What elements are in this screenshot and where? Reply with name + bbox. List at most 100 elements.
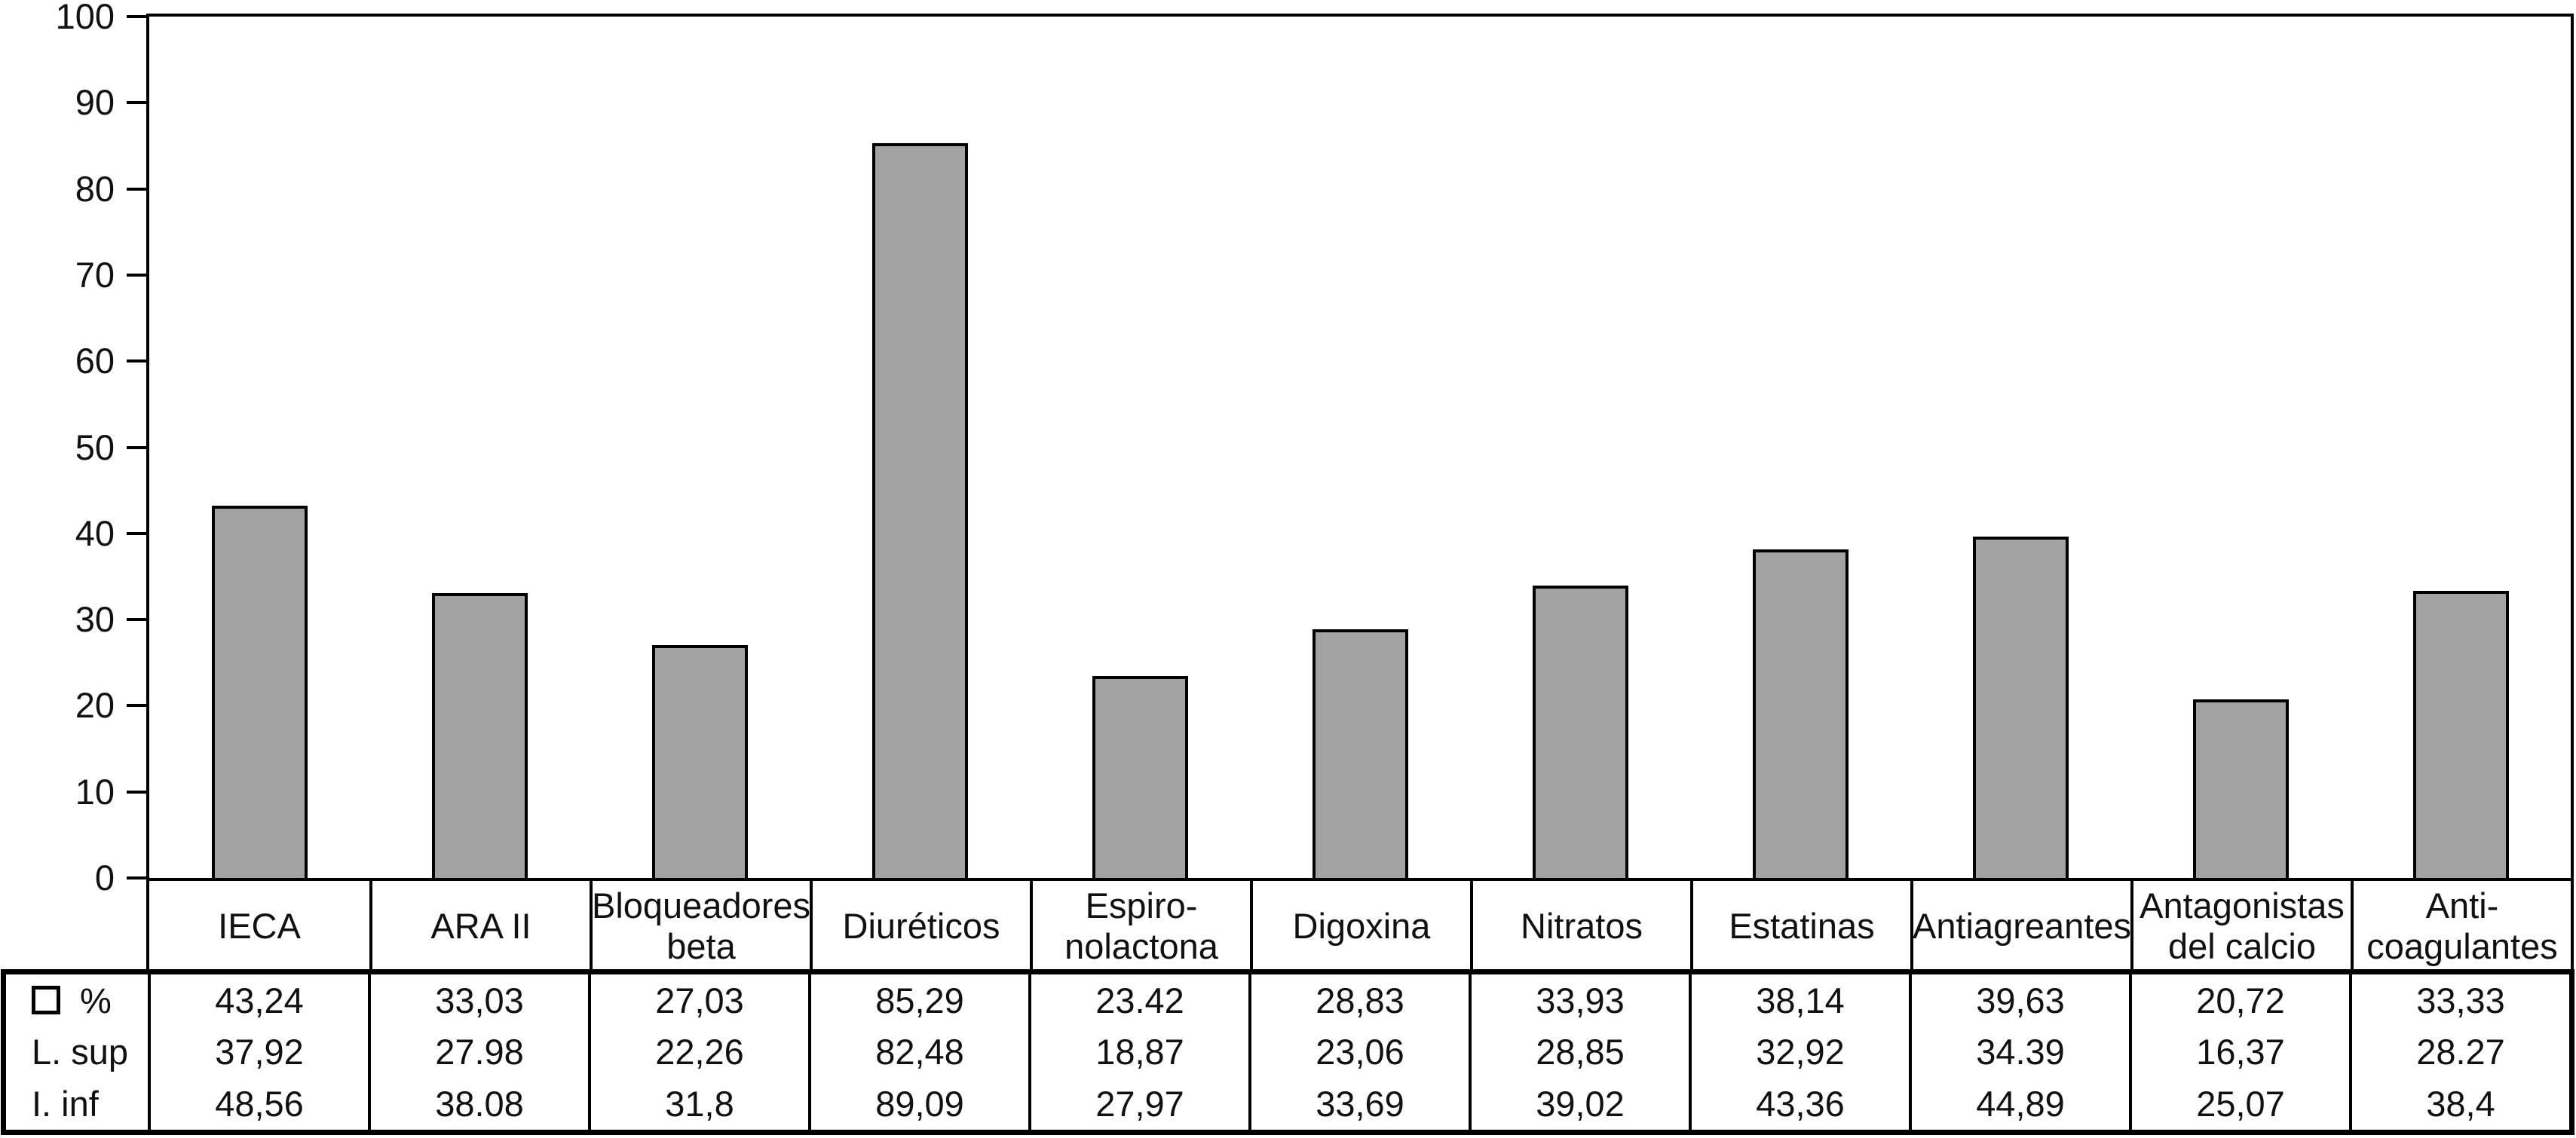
y-axis-tick-label-90: 90 (75, 82, 115, 123)
category-label-line: Nitratos (1521, 905, 1643, 946)
category-label-line: beta (666, 925, 736, 966)
category-label-line: Estatinas (1729, 905, 1875, 946)
value-i-inf-antiagreantes: 44,89 (1909, 1078, 2129, 1130)
value-i-inf-estatinas: 43,36 (1689, 1078, 1909, 1130)
bar-anti-coagulantes (2412, 591, 2509, 878)
value-l-sup-ieca: 37,92 (148, 1026, 368, 1078)
value--antagonistas-del-calcio: 20,72 (2129, 974, 2349, 1026)
category-label-line: Antagonistas (2140, 885, 2345, 925)
row-header-l-sup: L. sup (6, 1026, 148, 1078)
category-label-line: Digoxina (1292, 905, 1431, 946)
value-i-inf-diureticos: 89,09 (808, 1078, 1028, 1130)
category-label-line: Diuréticos (842, 905, 1000, 946)
row-header-label: % (80, 980, 112, 1020)
data-table: % 43,24 33,03 27,03 85,29 23.42 28,83 33,93 38,1… (1, 969, 2574, 1135)
value-l-sup-bloqueadores-beta: 22,26 (588, 1026, 808, 1078)
value--ieca: 43,24 (148, 974, 368, 1026)
value--anti-coagulantes: 33,33 (2349, 974, 2569, 1026)
row-header-: % (6, 974, 148, 1026)
y-axis-tick-label-60: 60 (75, 341, 115, 381)
value-i-inf-anti-coagulantes: 38,4 (2349, 1078, 2569, 1130)
y-axis-tick-80 (127, 187, 146, 191)
value--ara-ii: 33,03 (368, 974, 588, 1026)
bar-ara-ii (431, 593, 528, 878)
y-axis-tick-90 (127, 101, 146, 105)
bar-ieca (211, 505, 308, 878)
category-label-antagonistas-del-calcio: Antagonistas del calcio (2130, 881, 2351, 971)
value--antiagreantes: 39,63 (1909, 974, 2129, 1026)
category-label-line: Antiagreantes (1912, 905, 2130, 946)
value-i-inf-bloqueadores-beta: 31,8 (588, 1078, 808, 1130)
y-axis-tick-label-20: 20 (75, 685, 115, 726)
row-header-label: L. sup (32, 1032, 129, 1072)
value-l-sup-digoxina: 23,06 (1248, 1026, 1469, 1078)
y-axis-tick-label-70: 70 (75, 254, 115, 295)
category-label-line: Anti- (2425, 885, 2499, 925)
bar-estatinas (1752, 549, 1849, 878)
value-i-inf-ieca: 48,56 (148, 1078, 368, 1130)
category-label-line: Bloqueadores (591, 885, 810, 925)
value-l-sup-anti-coagulantes: 28.27 (2349, 1026, 2569, 1078)
category-label-line: IECA (218, 905, 301, 946)
y-axis-tick-60 (127, 359, 146, 363)
category-label-anti-coagulantes: Anti-coagulantes (2351, 881, 2571, 971)
y-axis-tick-label-100: 100 (55, 0, 115, 36)
bar-antiagreantes (1972, 537, 2069, 878)
value-i-inf-digoxina: 33,69 (1248, 1078, 1469, 1130)
bar-antagonistas-del-calcio (2192, 699, 2289, 878)
y-axis-tick-100 (127, 15, 146, 18)
y-axis-tick-label-0: 0 (94, 858, 115, 898)
y-axis-tick-label-50: 50 (75, 427, 115, 467)
bar-nitratos (1532, 586, 1628, 878)
bar-espiro-nolactona (1092, 676, 1188, 878)
value-l-sup-espiro-nolactona: 18,87 (1028, 1026, 1248, 1078)
y-axis-tick-20 (127, 704, 146, 708)
row-header-i-inf: I. inf (6, 1078, 148, 1130)
category-label-ara-ii: ARA II (369, 881, 590, 971)
y-axis-tick-label-30: 30 (75, 599, 115, 640)
value-i-inf-espiro-nolactona: 27,97 (1028, 1078, 1248, 1130)
value-l-sup-estatinas: 32,92 (1689, 1026, 1909, 1078)
y-axis-tick-40 (127, 531, 146, 535)
category-label-bloqueadores-beta: Bloqueadores beta (590, 881, 810, 971)
y-axis-tick-0 (127, 876, 146, 880)
value-i-inf-antagonistas-del-calcio: 25,07 (2129, 1078, 2349, 1130)
value-l-sup-ara-ii: 27.98 (368, 1026, 588, 1078)
value--espiro-nolactona: 23.42 (1028, 974, 1248, 1026)
plot-area: 0 10 20 30 40 50 60 70 80 90 100 (56, 0, 2574, 898)
value--nitratos: 33,93 (1469, 974, 1689, 1026)
value--diureticos: 85,29 (808, 974, 1028, 1026)
category-label-line: nolactona (1064, 925, 1218, 966)
bar-digoxina (1312, 629, 1408, 878)
y-axis-tick-label-80: 80 (75, 168, 115, 209)
y-axis-tick-label-40: 40 (75, 512, 115, 553)
category-label-espiro-nolactona: Espiro-nolactona (1030, 881, 1250, 971)
category-label-diureticos: Diuréticos (810, 881, 1030, 971)
y-axis-tick-label-10: 10 (75, 771, 115, 812)
value-i-inf-ara-ii: 38.08 (368, 1078, 588, 1130)
bar-diureticos (871, 143, 968, 878)
value--bloqueadores-beta: 27,03 (588, 974, 808, 1026)
value-l-sup-antiagreantes: 34.39 (1909, 1026, 2129, 1078)
y-axis-tick-50 (127, 445, 146, 449)
category-label-estatinas: Estatinas (1690, 881, 1910, 971)
category-label-nitratos: Nitratos (1470, 881, 1690, 971)
value-l-sup-antagonistas-del-calcio: 16,37 (2129, 1026, 2349, 1078)
value--digoxina: 28,83 (1248, 974, 1469, 1026)
category-label-line: ARA II (430, 905, 531, 946)
y-axis-tick-10 (127, 790, 146, 794)
category-label-line: coagulantes (2366, 925, 2558, 966)
bar-bloqueadores-beta (651, 645, 748, 878)
category-label-digoxina: Digoxina (1250, 881, 1470, 971)
category-axis-row: IECA ARA II Bloqueadores beta Diuréticos Espi… (146, 881, 2574, 971)
value-l-sup-nitratos: 28,85 (1469, 1026, 1689, 1078)
value-i-inf-nitratos: 39,02 (1469, 1078, 1689, 1130)
category-label-line: del calcio (2168, 925, 2316, 966)
value-l-sup-diureticos: 82,48 (808, 1026, 1028, 1078)
row-header-label: I. inf (32, 1084, 99, 1124)
category-label-antiagreantes: Antiagreantes (1910, 881, 2130, 971)
value--estatinas: 38,14 (1689, 974, 1909, 1026)
y-axis-tick-70 (127, 273, 146, 277)
category-label-ieca: IECA (149, 881, 369, 971)
